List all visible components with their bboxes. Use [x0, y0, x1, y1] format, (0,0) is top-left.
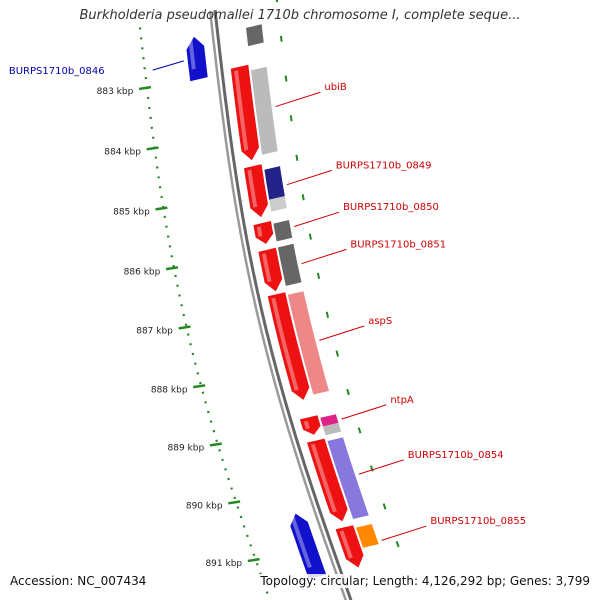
gene-label: BURPS1710b_0851 — [350, 239, 446, 250]
gene-label-leader — [381, 525, 427, 541]
cog-segment — [322, 422, 342, 436]
tick-label: 891 kbp — [205, 559, 242, 569]
tick-label: 886 kbp — [124, 267, 161, 277]
gene-arrow — [258, 247, 283, 292]
cog-segment — [356, 524, 379, 548]
cog-segment — [287, 291, 329, 395]
gene-label-leader — [152, 60, 184, 71]
gene-arrow — [267, 292, 310, 400]
gene-arrow — [307, 438, 348, 522]
tick-label: 889 kbp — [168, 444, 205, 454]
gene-label: BURPS1710b_0850 — [343, 202, 439, 213]
gene-arrow — [230, 64, 259, 161]
gene-highlight — [247, 169, 258, 208]
topology-label: Topology: circular; Length: 4,126,292 bp… — [258, 574, 592, 588]
tick-mark — [178, 325, 191, 330]
tick-label: 884 kbp — [104, 148, 141, 158]
tick-mark — [228, 500, 241, 505]
cog-segment — [251, 66, 278, 155]
gene-arrow — [253, 221, 274, 244]
gene-label-leader — [358, 459, 404, 475]
gene-label: BURPS1710b_0854 — [408, 450, 504, 461]
gene-label: ntpA — [390, 395, 414, 406]
gene-arrow — [290, 513, 327, 579]
cog-segment — [246, 24, 264, 47]
gene-highlight — [339, 530, 353, 559]
gene-label: ubiB — [324, 82, 346, 93]
tick-mark — [247, 557, 260, 563]
gene-label: BURPS1710b_0846 — [9, 66, 105, 77]
gene-label: aspS — [368, 316, 392, 327]
gene-label-leader — [275, 91, 321, 108]
gene-label-leader — [286, 169, 332, 186]
gene-label-leader — [319, 325, 365, 341]
gene-highlight — [261, 253, 272, 283]
map-title: Burkholderia pseudomallei 1710b chromoso… — [79, 8, 521, 23]
tick-mark — [165, 266, 179, 271]
tick-mark — [209, 442, 222, 447]
tick-mark — [193, 384, 206, 389]
tick-mark — [138, 85, 152, 91]
gene-highlight — [256, 226, 263, 237]
tick-label: 887 kbp — [136, 327, 173, 337]
gene-highlight — [188, 40, 196, 70]
gene-arrow — [244, 164, 268, 218]
accession-label: Accession: NC_007434 — [8, 574, 149, 588]
gene-arrow — [299, 415, 321, 435]
gene-arrow — [335, 525, 364, 568]
tick-label: 890 kbp — [186, 502, 223, 512]
gene-label: BURPS1710b_0855 — [430, 516, 526, 527]
cog-segment — [327, 437, 369, 519]
gene-highlight — [303, 420, 310, 430]
tick-label: 885 kbp — [113, 208, 150, 218]
tick-label: 883 kbp — [97, 87, 134, 97]
cog-segment — [320, 414, 339, 427]
gene-highlight — [271, 297, 299, 391]
cog-segment — [277, 243, 302, 286]
gene-highlight — [234, 70, 249, 151]
cog-segment — [273, 220, 293, 242]
gene-highlight — [290, 516, 312, 568]
gene-label-leader — [341, 404, 387, 420]
cog-segment — [269, 196, 287, 212]
cog-segment — [264, 166, 285, 200]
gene-label-leader — [294, 211, 340, 227]
gene-label-leader — [301, 248, 347, 265]
gene-highlight — [310, 443, 337, 513]
tick-mark — [146, 146, 159, 151]
tick-label: 888 kbp — [151, 385, 188, 395]
backbone-inner-line — [213, 10, 353, 600]
tick-mark — [155, 206, 168, 211]
gene-label: BURPS1710b_0849 — [336, 160, 432, 171]
backbone-outer-line — [208, 11, 348, 600]
scale-dotted-line — [138, 27, 271, 600]
gene-arrow — [186, 36, 208, 82]
